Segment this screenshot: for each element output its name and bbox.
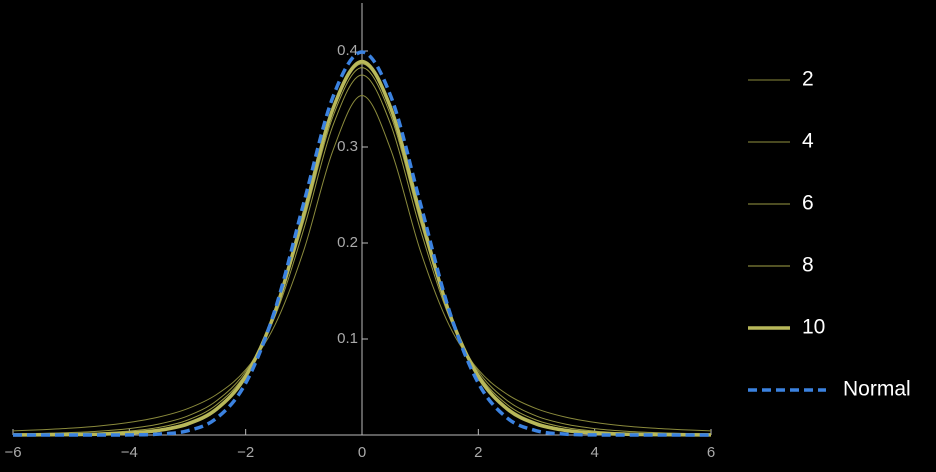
- legend-label: 2: [802, 68, 814, 91]
- x-tick-label: −4: [121, 444, 138, 461]
- series-line: [12, 59, 712, 437]
- x-tick-label: −2: [237, 444, 254, 461]
- x-tick-label: 6: [707, 444, 715, 461]
- legend-label: 6: [802, 192, 814, 215]
- legend-label: 4: [802, 130, 814, 153]
- x-tick-label: 2: [474, 444, 482, 461]
- x-tick-label: 4: [590, 444, 598, 461]
- x-tick-label: −6: [4, 444, 21, 461]
- legend-label: 8: [802, 254, 814, 277]
- y-tick-label: 0.3: [337, 138, 358, 155]
- y-tick-label: 0.4: [337, 42, 358, 59]
- x-tick-label: 0: [358, 444, 366, 461]
- series-line: [12, 67, 712, 436]
- legend-label: Normal: [843, 378, 911, 401]
- series-line: [12, 74, 712, 435]
- y-tick-label: 0.2: [337, 234, 358, 251]
- y-tick-label: 0.1: [337, 330, 358, 347]
- legend-label: 10: [802, 316, 825, 339]
- series-line: [13, 50, 711, 437]
- series-line: [12, 95, 712, 432]
